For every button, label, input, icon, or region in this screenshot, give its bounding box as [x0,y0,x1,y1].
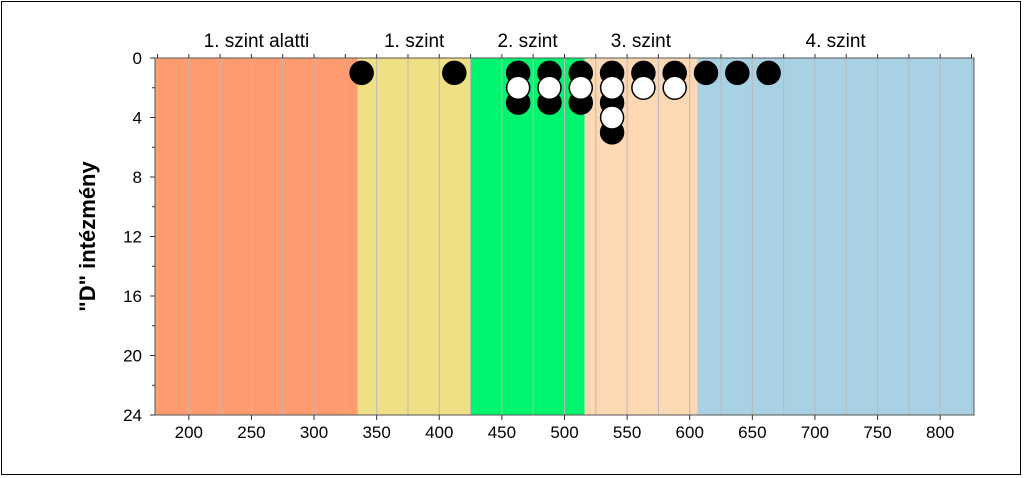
band-1 [155,58,358,415]
y-tick-label: 4 [133,109,142,128]
band-label-2: 1. szint [384,31,445,52]
hollow-point-2 [537,75,562,100]
y-tick-label: 0 [133,49,142,68]
band-3 [470,58,585,415]
band-label-1: 1. szint alatti [204,31,310,52]
points-layer [349,60,781,145]
hollow-point-1 [505,75,531,100]
x-tick-label: 450 [488,423,516,442]
bands-layer [155,58,974,415]
axes-layer: 200 250 300 350 400 450 500 550 600 650 700 750 800 0… [123,49,975,442]
filled-point-15 [725,60,750,86]
hollow-point-5 [599,105,625,130]
band-label-4: 3. szint [611,31,672,52]
x-tick-label: 400 [425,423,453,442]
labels-layer: 1. szint alatti 1. szint 2. szint 3. szint 4… [204,31,867,52]
x-tick-label: 300 [300,423,328,442]
y-axis-label: "D" intézmény [75,161,100,312]
hollow-point-7 [662,75,687,100]
filled-point-2 [442,60,467,86]
hollow-point-3 [568,75,594,100]
x-tick-label: 650 [738,423,766,442]
band-label-5: 4. szint [806,31,867,52]
x-tick-label: 700 [801,423,829,442]
filled-point-16 [756,60,781,86]
band-label-3: 2. szint [497,31,558,52]
hollow-point-4 [599,75,625,100]
filled-point-14 [693,60,719,86]
x-tick-label: 550 [613,423,641,442]
y-tick-label: 24 [123,406,142,425]
band-2 [357,58,471,415]
x-tick-label: 500 [550,423,578,442]
x-tick-label: 600 [676,423,704,442]
y-tick-label: 12 [123,228,142,247]
x-tick-label: 200 [175,423,203,442]
y-tick-label: 16 [123,287,142,306]
y-tick-label: 8 [133,168,142,187]
filled-point-1 [349,60,374,86]
x-tick-label: 750 [863,423,891,442]
grid-layer [157,58,972,415]
x-tick-label: 350 [362,423,390,442]
hollow-point-6 [631,75,656,100]
x-tick-label: 800 [926,423,954,442]
band-5 [697,58,974,415]
y-tick-label: 20 [123,347,142,366]
x-tick-label: 250 [237,423,265,442]
